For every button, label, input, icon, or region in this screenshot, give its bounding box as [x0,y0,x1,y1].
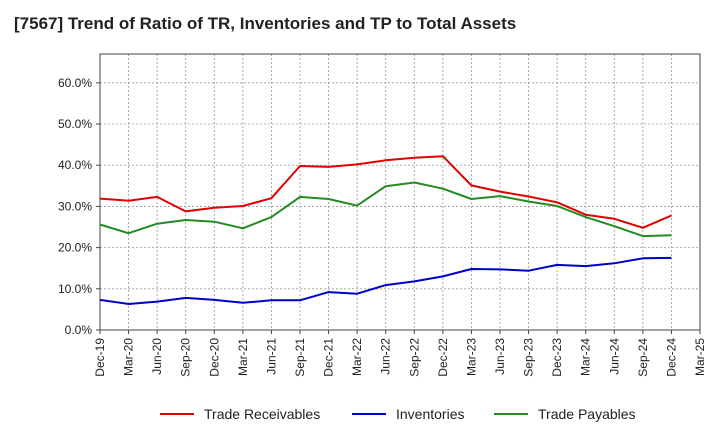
x-tick-label: Sep-23 [522,338,536,377]
x-tick-label: Mar-23 [464,338,478,376]
x-tick-label: Jun-24 [607,338,621,375]
x-tick-label: Jun-23 [493,338,507,375]
series-line-trade-payables [99,181,672,238]
x-tick-label: Jun-20 [150,338,164,375]
x-axis-tick-labels: Dec-19 Mar-20 Jun-20 Sep-20 Dec-20 Mar-21 Jun-… [93,330,707,377]
y-tick-label: 10.0% [58,282,92,296]
plot-area-frame [99,53,701,331]
y-tick-label: 20.0% [58,241,92,255]
x-tick-label: Mar-25 [693,338,707,376]
y-tick-label: 60.0% [58,76,92,90]
x-tick-label: Sep-21 [293,338,307,377]
x-tick-label: Dec-19 [93,338,107,377]
y-axis-tick-labels: 0.0% 10.0% 20.0% 30.0% 40.0% 50.0% 60.0% [58,76,100,337]
chart-title: [7567] Trend of Ratio of TR, Inventories… [14,14,517,33]
x-tick-label: Mar-24 [579,338,593,376]
x-tick-label: Mar-22 [350,338,364,376]
x-tick-label: Dec-22 [436,338,450,377]
x-tick-label: Jun-22 [379,338,393,375]
legend: Trade Receivables Inventories Trade Payabl… [160,406,636,422]
y-tick-label: 30.0% [58,199,92,213]
legend-label-trade-payables: Trade Payables [538,406,636,422]
x-tick-label: Dec-23 [550,338,564,377]
x-tick-label: Dec-20 [207,338,221,377]
y-tick-label: 50.0% [58,117,92,131]
x-tick-label: Dec-24 [664,338,678,377]
x-tick-label: Sep-24 [636,338,650,377]
x-tick-label: Sep-20 [179,338,193,377]
series-line-inventories [99,256,672,305]
x-tick-label: Jun-21 [264,338,278,375]
x-tick-label: Sep-22 [407,338,421,377]
y-tick-label: 40.0% [58,158,92,172]
legend-label-inventories: Inventories [396,406,464,422]
series-line-trade-receivables [99,155,672,229]
x-tick-label: Mar-20 [122,338,136,376]
grid-lines [99,54,701,331]
series-lines [99,155,672,305]
y-tick-label: 0.0% [65,323,93,337]
legend-label-trade-receivables: Trade Receivables [204,406,320,422]
x-tick-label: Mar-21 [236,338,250,376]
x-tick-label: Dec-21 [322,338,336,377]
